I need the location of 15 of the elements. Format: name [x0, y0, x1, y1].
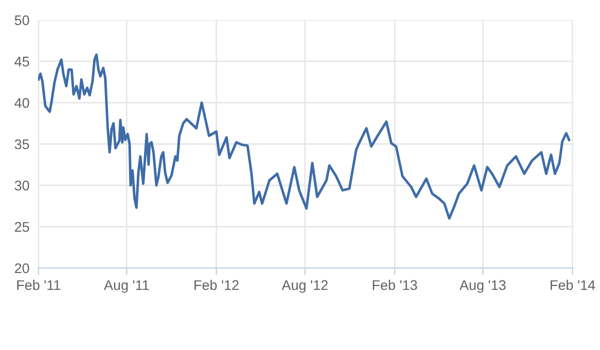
- x-tick-label: Feb '14: [550, 280, 596, 290]
- x-tick-label: Aug '12: [282, 280, 328, 293]
- y-tick-label: 30: [14, 180, 30, 191]
- y-tick-label: 20: [14, 263, 30, 274]
- y-tick-label: 35: [14, 139, 30, 150]
- x-tick-label: Feb '11: [17, 280, 60, 290]
- y-tick-label: 45: [14, 56, 30, 67]
- x-tick-label: Feb '12: [194, 280, 239, 290]
- line-series: [38, 53, 570, 220]
- x-tick-label: Aug '13: [460, 280, 506, 293]
- y-tick-label: 25: [14, 222, 30, 232]
- y-tick-label: 50: [14, 15, 30, 26]
- x-tick-label: Aug '11: [104, 280, 149, 293]
- y-tick-label: 40: [14, 98, 30, 108]
- x-tick-label: Feb '13: [372, 280, 418, 290]
